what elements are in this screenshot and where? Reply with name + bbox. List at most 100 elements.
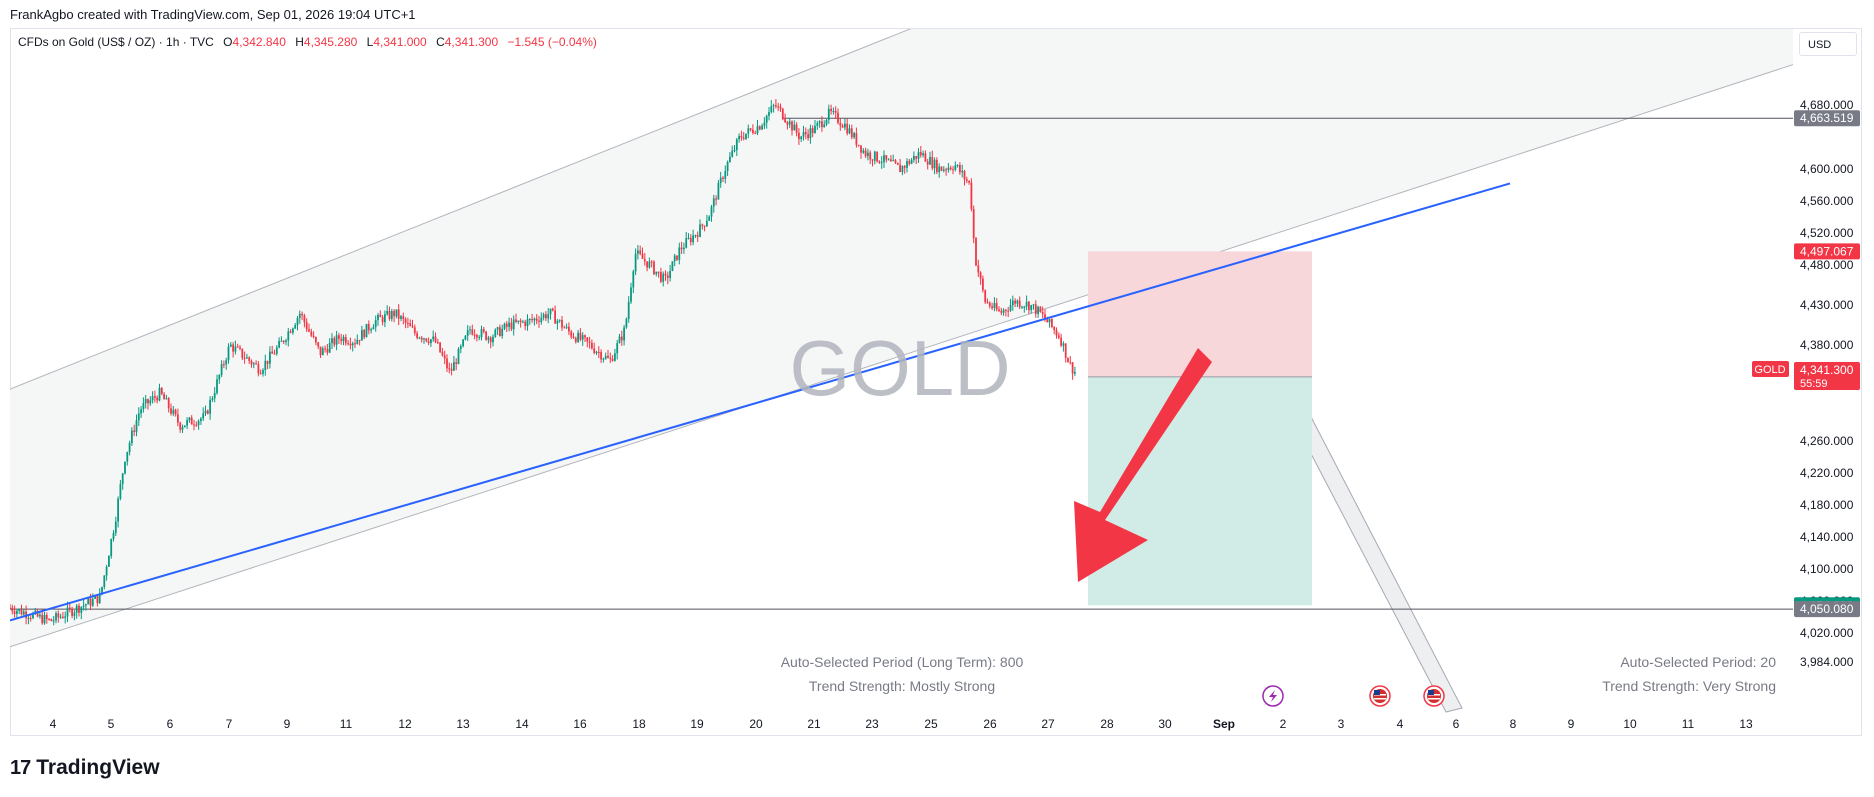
y-tick-label: 4,520.000: [1800, 226, 1854, 240]
candle: [82, 605, 85, 607]
candle: [924, 153, 927, 162]
symbol-tag: [1752, 361, 1789, 378]
candle: [241, 348, 244, 358]
candle: [170, 408, 172, 414]
candle: [480, 329, 483, 338]
x-tick-label: 14: [515, 717, 529, 731]
chart-frame: [10, 28, 1862, 736]
candle: [784, 119, 786, 123]
candle: [225, 360, 228, 365]
candle: [229, 344, 232, 347]
candle: [533, 318, 536, 321]
x-tick-label: 11: [1682, 717, 1695, 731]
annotation-short-term-strength: Trend Strength: Very Strong: [1602, 678, 1776, 694]
candle: [119, 484, 122, 499]
candle: [864, 150, 867, 157]
candle: [673, 255, 676, 262]
candle: [275, 347, 278, 354]
candle: [18, 608, 21, 611]
candle: [227, 346, 230, 361]
candle: [853, 133, 855, 138]
candle: [367, 323, 370, 331]
candle: [117, 498, 119, 522]
candle: [1069, 362, 1072, 364]
candle: [278, 341, 280, 348]
y-tick-label: 4,600.000: [1800, 162, 1854, 176]
candle: [572, 336, 575, 338]
candle: [101, 587, 103, 594]
candle: [407, 322, 409, 324]
candle: [565, 326, 568, 328]
candle: [193, 424, 195, 426]
y-tick-label: 4,100.000: [1800, 562, 1854, 576]
candle: [568, 326, 570, 332]
candle: [78, 605, 80, 613]
candle: [1016, 300, 1019, 304]
regression-channel-fill: [10, 29, 1793, 647]
candle: [660, 272, 662, 282]
candle: [409, 323, 412, 327]
candle: [402, 316, 405, 320]
candle: [269, 351, 271, 364]
candle: [719, 177, 722, 183]
candle: [970, 182, 973, 210]
candle: [540, 317, 543, 322]
candle: [62, 616, 64, 618]
candle: [298, 313, 301, 319]
tradingview-brand[interactable]: 17 TradingView: [10, 756, 160, 780]
candle: [821, 121, 823, 128]
candle: [524, 321, 527, 327]
candle: [627, 301, 630, 319]
last-price-tag: [1794, 362, 1860, 391]
candle: [183, 425, 186, 428]
candle: [195, 424, 198, 426]
candle: [427, 341, 430, 344]
candle: [220, 364, 223, 375]
candle: [413, 327, 416, 334]
candle: [1057, 335, 1060, 338]
candle: [549, 308, 552, 315]
candle: [933, 159, 936, 169]
candle: [39, 614, 41, 617]
candle: [786, 122, 789, 125]
candle: [255, 363, 257, 365]
candle: [706, 220, 708, 227]
tradingview-logo-icon: 17: [10, 756, 31, 779]
x-tick-label: 23: [865, 717, 879, 731]
candle: [646, 261, 648, 268]
candle: [441, 352, 444, 356]
candle: [1007, 310, 1010, 312]
candle: [487, 337, 490, 340]
candle: [535, 318, 538, 321]
candle: [50, 619, 53, 622]
candle: [52, 620, 55, 622]
annotation-long-term-strength: Trend Strength: Mostly Strong: [809, 678, 995, 694]
candle: [363, 330, 366, 338]
candle: [561, 319, 563, 328]
candle: [754, 132, 757, 134]
symbol-title: CFDs on Gold (US$ / OZ) · 1h · TVC: [18, 35, 214, 49]
candle: [1074, 371, 1076, 374]
candle: [340, 338, 343, 342]
candle: [149, 400, 152, 404]
candle: [296, 318, 299, 326]
candle: [448, 368, 451, 370]
candle: [142, 403, 145, 410]
candle: [98, 593, 101, 604]
price-label: 4,050.080: [1800, 602, 1854, 616]
candle: [160, 388, 163, 395]
candle: [151, 396, 154, 401]
candle: [1005, 309, 1007, 311]
candle: [634, 253, 637, 272]
candle: [887, 159, 890, 161]
candle: [765, 115, 768, 123]
support-trendline: [10, 182, 1511, 622]
candle: [266, 360, 269, 364]
candle: [216, 379, 218, 393]
candle: [331, 338, 333, 344]
candle: [91, 598, 94, 606]
bar-countdown: 55:59: [1800, 378, 1828, 390]
currency-selector[interactable]: USD: [1799, 32, 1857, 56]
candle: [579, 332, 582, 340]
